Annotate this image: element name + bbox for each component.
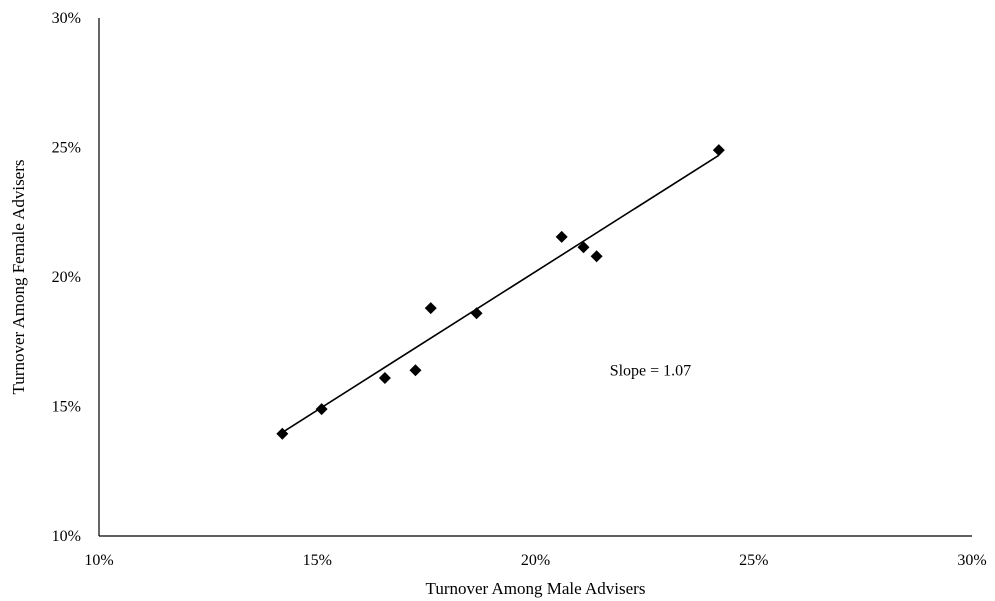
data-point [555, 230, 568, 243]
x-tick-label: 20% [521, 552, 550, 569]
data-point [315, 403, 328, 416]
trendline-group [281, 154, 720, 434]
y-tick-label: 25% [52, 140, 81, 157]
y-tick-label: 30% [52, 10, 81, 27]
data-point [276, 427, 289, 440]
data-point [378, 372, 391, 385]
y-tick-label: 15% [52, 399, 81, 416]
y-axis-title: Turnover Among Female Advisers [9, 159, 28, 394]
slope-annotation: Slope = 1.07 [610, 362, 691, 379]
data-point [470, 307, 483, 320]
x-tick-label: 10% [84, 552, 113, 569]
trendline [281, 154, 720, 434]
x-tick-label: 30% [957, 552, 986, 569]
data-points [276, 144, 725, 440]
y-tick-label: 20% [52, 269, 81, 286]
tick-labels: 10% 15% 20% 25% 30% 10% 15% 20% 25% 30% [52, 10, 987, 569]
x-axis-title: Turnover Among Male Advisers [426, 579, 646, 598]
axes [98, 18, 972, 537]
data-point [409, 364, 422, 377]
data-point [712, 144, 725, 157]
data-point [577, 241, 590, 254]
y-tick-label: 10% [52, 528, 81, 545]
x-tick-label: 15% [303, 552, 332, 569]
data-point [590, 250, 603, 263]
data-point [424, 302, 437, 315]
x-tick-label: 25% [739, 552, 768, 569]
